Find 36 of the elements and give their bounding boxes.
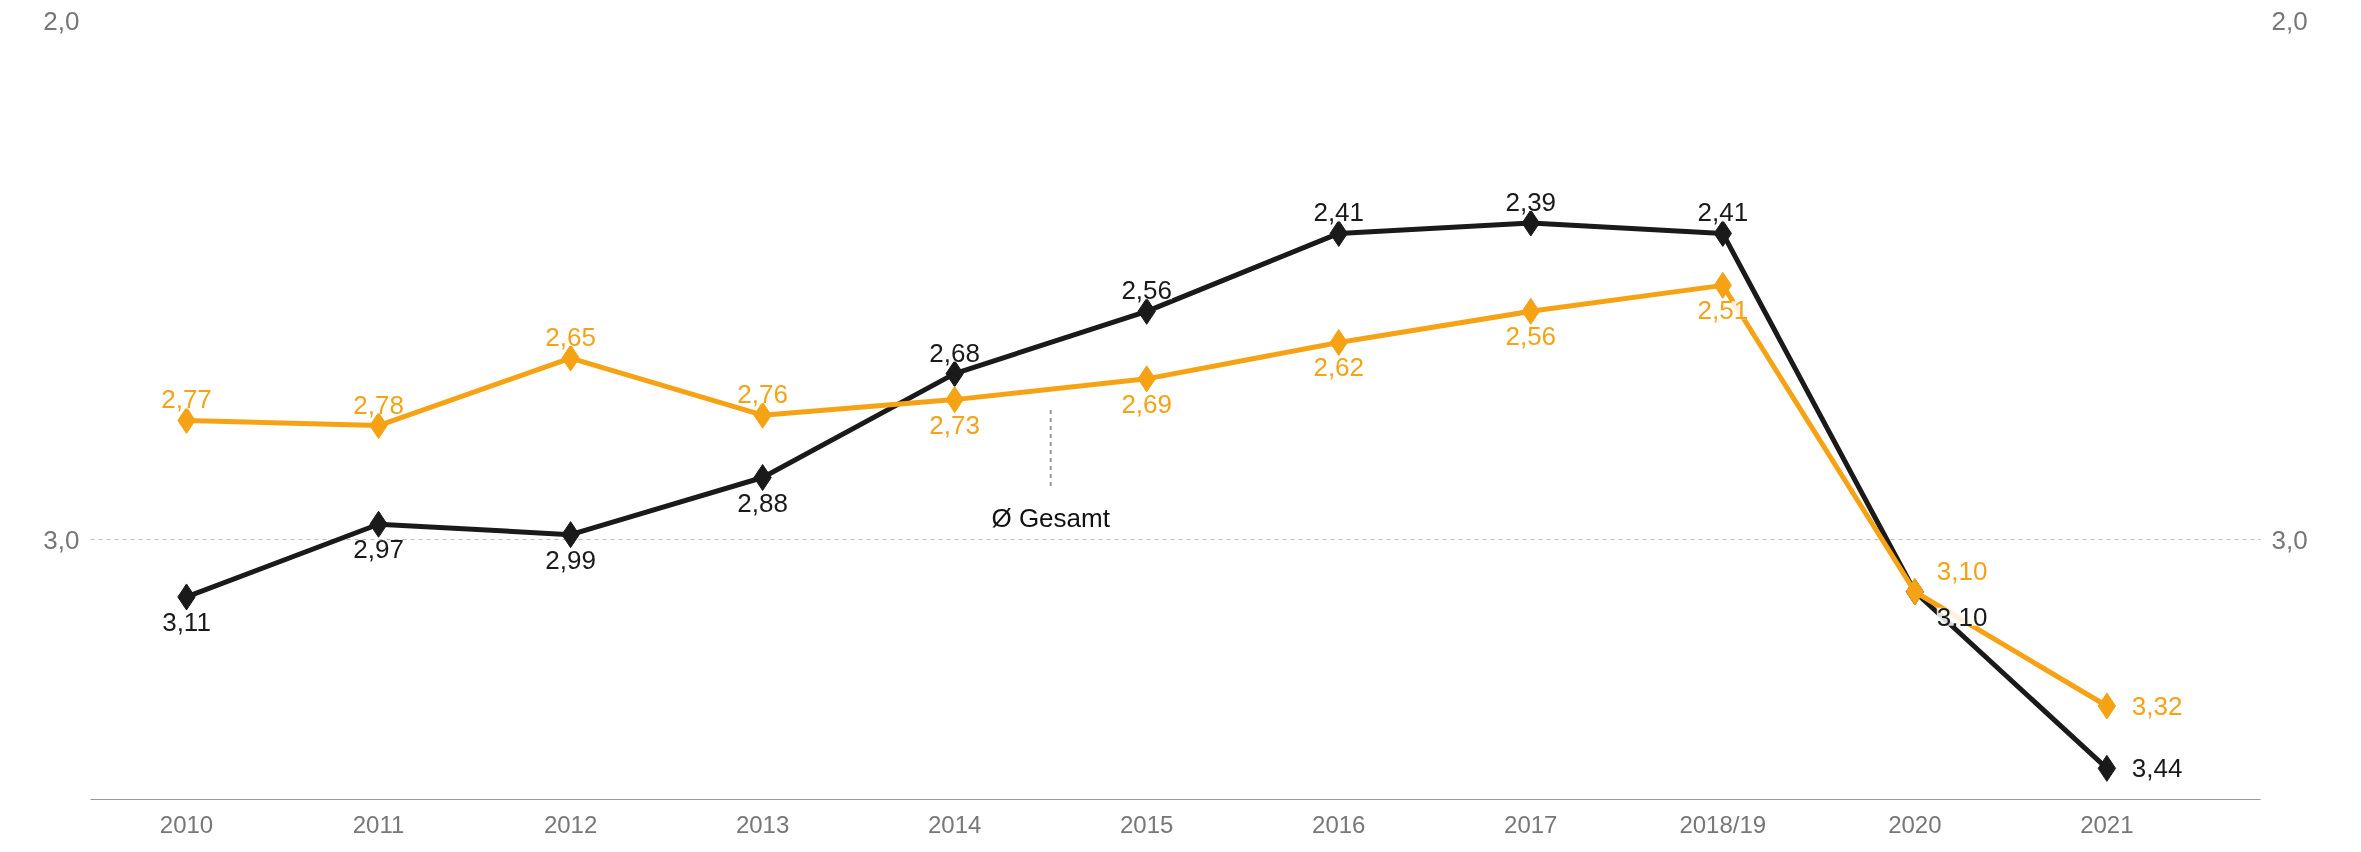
data-label: 3,10 — [1936, 555, 1988, 586]
data-label: 3,11 — [162, 606, 211, 637]
text: Ø Gesamt — [991, 503, 1111, 534]
x-tick-label: 2011 — [352, 810, 405, 838]
data-label: 2,56 — [1505, 321, 1557, 352]
y2-tick-label: 2,0 — [2271, 5, 2308, 36]
x-tick-label: 2016 — [1312, 810, 1366, 838]
data-label: 2,65 — [545, 322, 596, 353]
x-tick-label: 2014 — [927, 810, 982, 838]
x-tick-label: 2021 — [2080, 810, 2134, 838]
x-tick-label: 2010 — [159, 810, 214, 838]
x-tick-label: 2020 — [1888, 810, 1942, 838]
data-label: 2,41 — [1313, 197, 1365, 228]
data-label: 2,99 — [545, 544, 596, 575]
data-label: 2,56 — [1121, 275, 1172, 306]
x-tick-label: 2015 — [1120, 810, 1174, 838]
x-tick-label: 2013 — [735, 810, 790, 838]
data-label: 2,41 — [1697, 197, 1749, 228]
data-label: 2,73 — [929, 409, 980, 440]
data-label: 2,69 — [1121, 388, 1172, 419]
data-label: 2,39 — [1505, 187, 1557, 218]
x-tick-label: 2017 — [1504, 810, 1558, 838]
data-label: 3,10 — [1936, 601, 1988, 632]
data-label: 2,97 — [353, 534, 404, 565]
x-tick-label: 2018/19 — [1679, 810, 1767, 838]
data-label: 2,51 — [1697, 295, 1749, 326]
data-label: 2,68 — [929, 337, 980, 368]
data-label: 2,76 — [737, 379, 788, 410]
data-label: 2,77 — [161, 384, 212, 415]
data-label: 2,88 — [737, 487, 788, 518]
data-label: 3,44 — [2131, 753, 2183, 784]
x-tick-label: 2012 — [543, 810, 598, 838]
data-label: 2,78 — [353, 389, 404, 420]
y2-tick-label: 3,0 — [2271, 524, 2308, 555]
data-label: 3,32 — [2131, 691, 2183, 722]
data-label: 2,62 — [1313, 352, 1365, 383]
